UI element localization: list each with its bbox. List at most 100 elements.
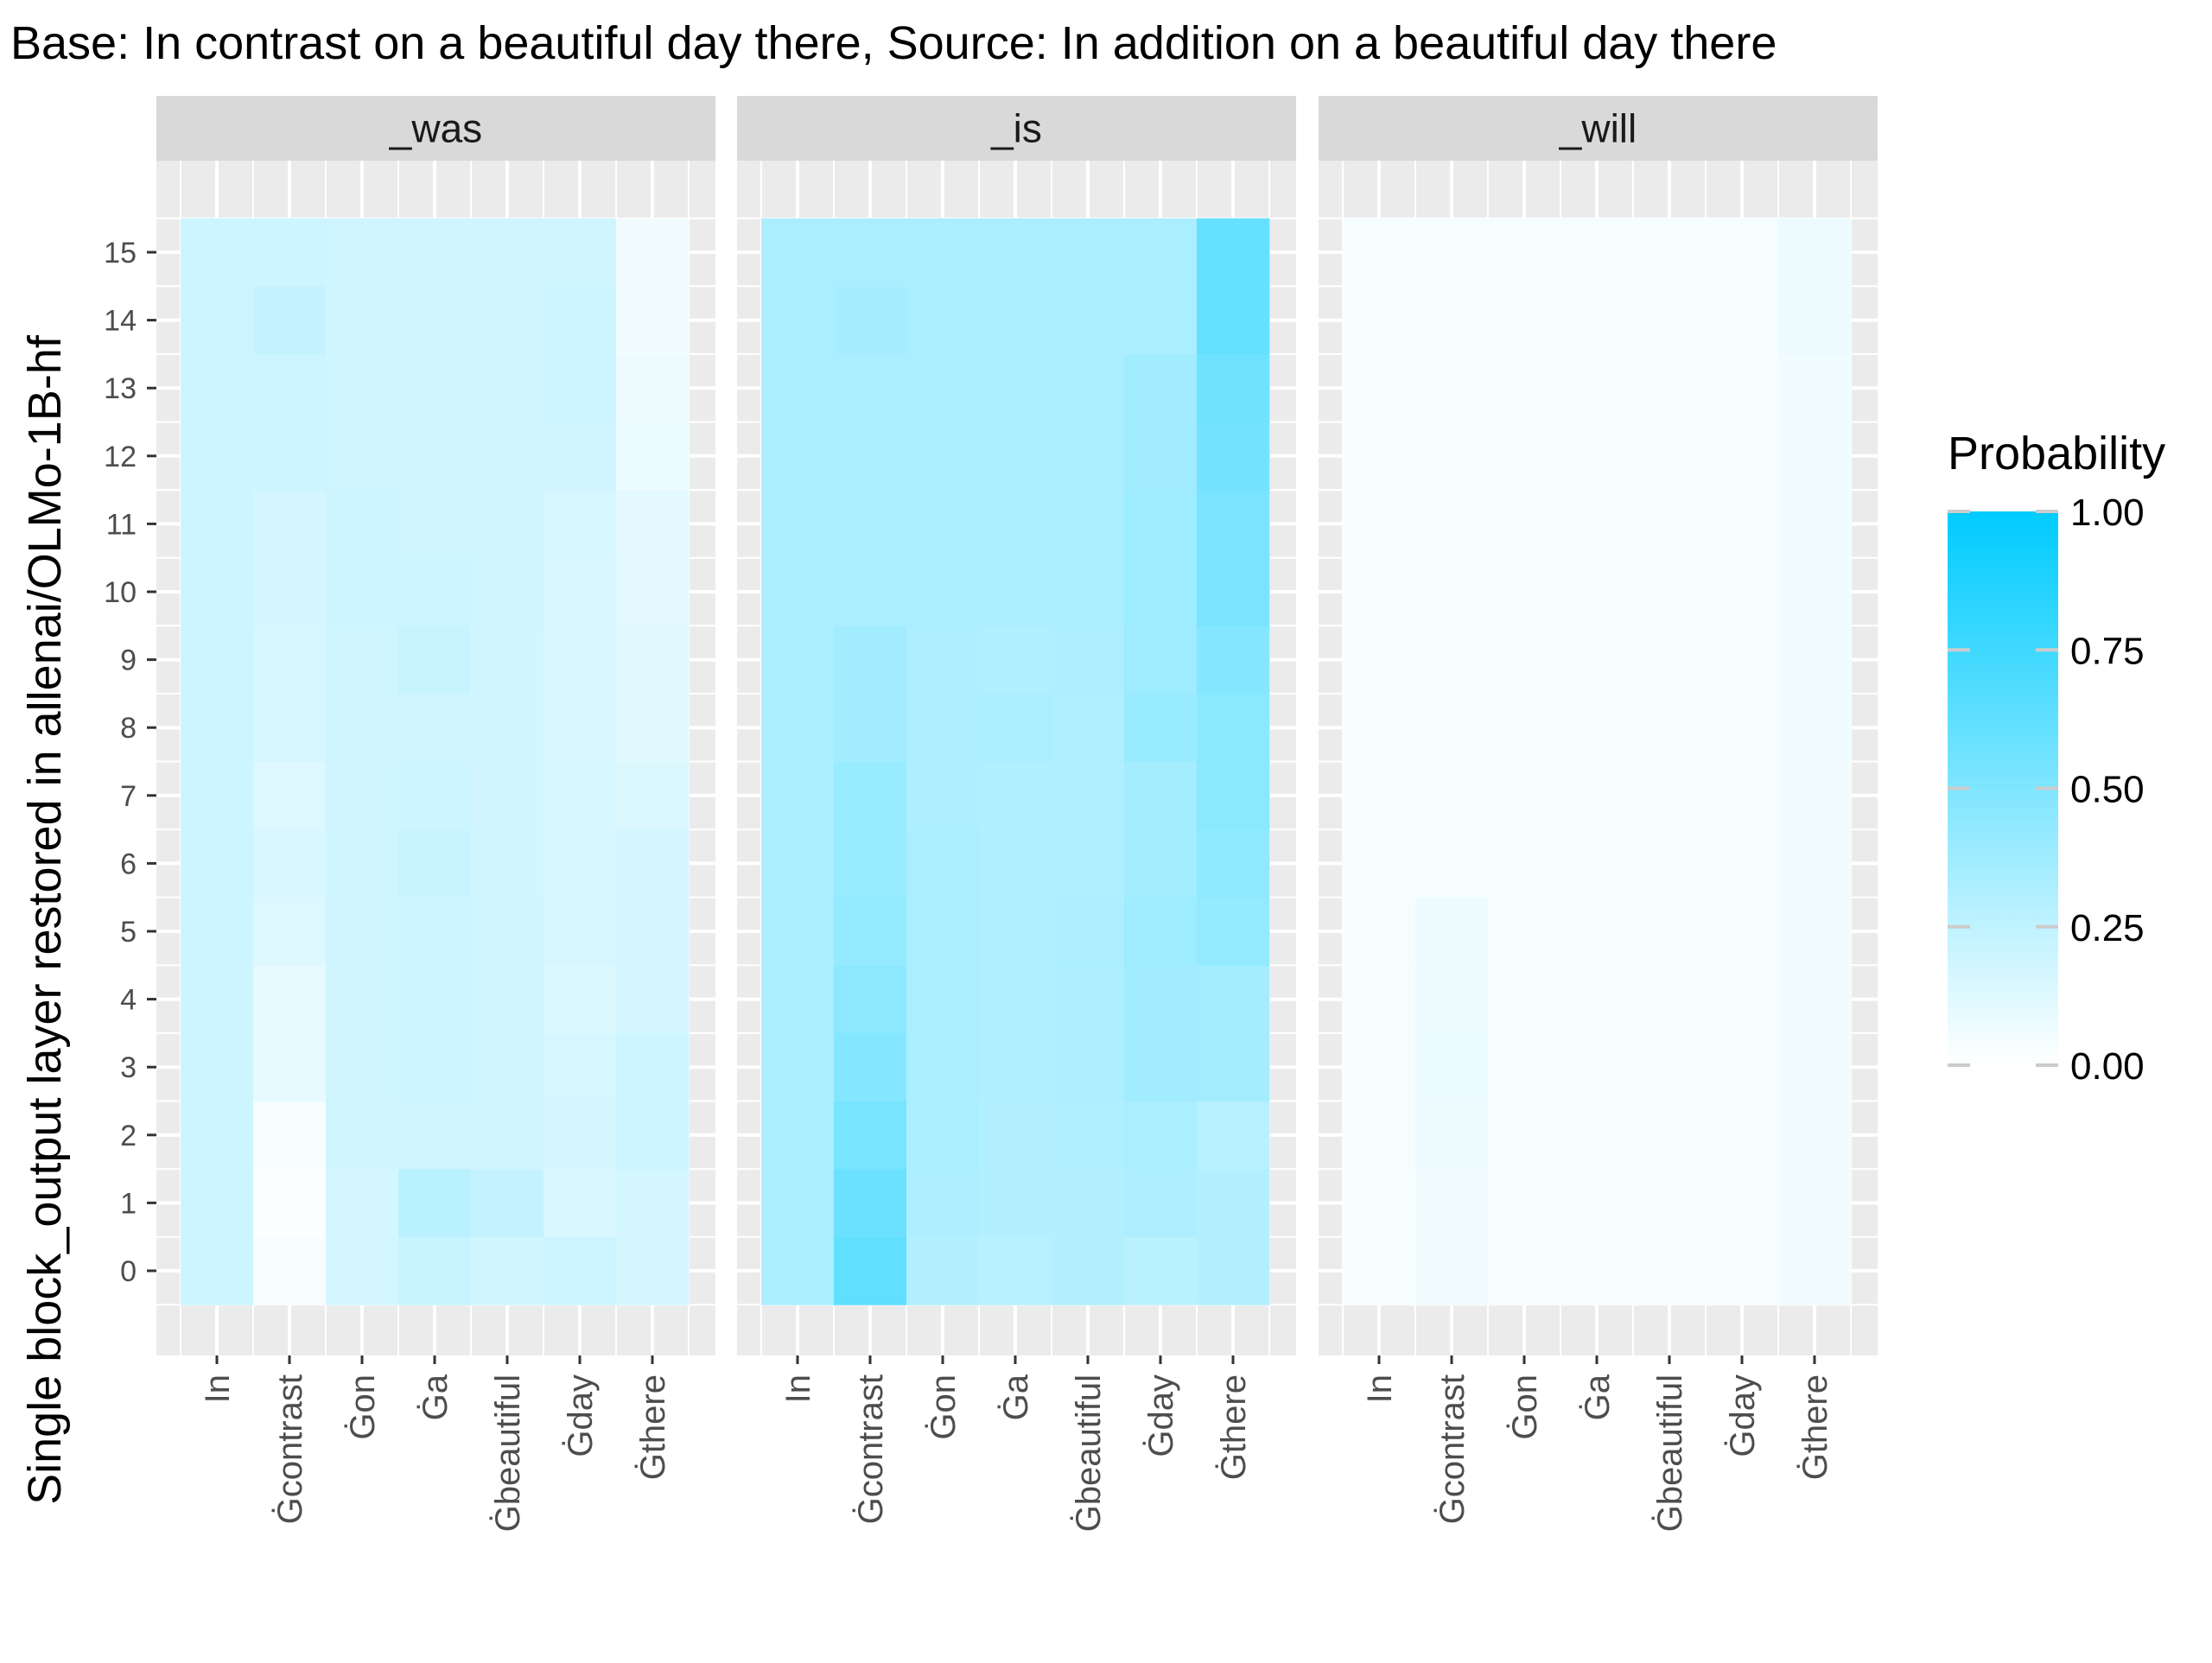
heatmap-cell	[1488, 422, 1561, 491]
heatmap-cell	[761, 218, 835, 287]
heatmap-cell	[471, 625, 544, 695]
heatmap-cell	[906, 1101, 980, 1170]
heatmap-cell	[1343, 1169, 1416, 1238]
heatmap-cell	[543, 557, 617, 626]
heatmap-cell	[979, 490, 1052, 559]
heatmap-cell	[1488, 965, 1561, 1034]
heatmap-cell	[1197, 1101, 1270, 1170]
y-tick-label: 6	[120, 847, 137, 880]
x-tick-label: Ġday	[1141, 1374, 1180, 1457]
facet-strip	[156, 96, 715, 161]
heatmap-cell	[1633, 829, 1707, 898]
heatmap-cell	[1052, 761, 1125, 830]
heatmap-cell	[761, 557, 835, 626]
x-tick-label: Ġon	[1505, 1374, 1544, 1440]
heatmap-cell	[1415, 625, 1489, 695]
heatmap-cell	[471, 490, 544, 559]
heatmap-cell	[1197, 1169, 1270, 1238]
heatmap-cell	[471, 897, 544, 966]
heatmap-cell	[1778, 490, 1852, 559]
heatmap-cell	[616, 761, 690, 830]
heatmap-cell	[979, 218, 1052, 287]
heatmap-cell	[616, 1032, 690, 1101]
heatmap-cell	[979, 693, 1052, 762]
heatmap-cell	[1415, 422, 1489, 491]
x-tick-label: Ġa	[996, 1374, 1035, 1420]
heatmap-cell	[979, 286, 1052, 355]
heatmap-cell	[1778, 286, 1852, 355]
heatmap-cell	[1052, 353, 1125, 422]
heatmap-cell	[616, 218, 690, 287]
heatmap-cell	[1052, 1032, 1125, 1101]
heatmap-cell	[1415, 286, 1489, 355]
heatmap-cell	[1488, 1101, 1561, 1170]
heatmap-cell	[616, 693, 690, 762]
heatmap-cell	[1706, 1101, 1779, 1170]
heatmap-cell	[906, 1169, 980, 1238]
heatmap-cell	[1343, 829, 1416, 898]
heatmap-cell	[543, 761, 617, 830]
heatmap-cell	[1343, 286, 1416, 355]
legend: Probability 0.00 0.25 0.50 0.75 1.00	[1948, 428, 2165, 1088]
heatmap-cell	[1124, 353, 1198, 422]
heatmap-cell	[761, 761, 835, 830]
heatmap-cell	[906, 218, 980, 287]
heatmap-cell	[1415, 353, 1489, 422]
heatmap-cell	[471, 218, 544, 287]
y-tick-label: 5	[120, 916, 137, 949]
heatmap-cell	[1560, 1032, 1634, 1101]
heatmap-cell	[1197, 761, 1270, 830]
heatmap-cell	[1560, 693, 1634, 762]
heatmap-cell	[1488, 557, 1561, 626]
heatmap-cell	[181, 557, 254, 626]
heatmap-cell	[1197, 218, 1270, 287]
heatmap-cell	[181, 1101, 254, 1170]
heatmap-cell	[834, 353, 907, 422]
heatmap-cell	[543, 1236, 617, 1305]
heatmap-cell	[1052, 965, 1125, 1034]
heatmap-cell	[1488, 218, 1561, 287]
heatmap-cell	[326, 286, 399, 355]
heatmap-cell	[543, 1032, 617, 1101]
legend-tick-label: 0.00	[2070, 1045, 2145, 1088]
heatmap-cell	[181, 490, 254, 559]
heatmap-cell	[1633, 1101, 1707, 1170]
heatmap-cell	[1343, 422, 1416, 491]
heatmap-cell	[1633, 557, 1707, 626]
heatmap-cell	[906, 897, 980, 966]
x-tick-label: In	[1361, 1374, 1399, 1403]
heatmap-cell	[1052, 1236, 1125, 1305]
heatmap-cell	[326, 1101, 399, 1170]
heatmap-cell	[1488, 353, 1561, 422]
heatmap-cell	[398, 1101, 472, 1170]
heatmap-cell	[1124, 965, 1198, 1034]
heatmap-cell	[253, 897, 327, 966]
heatmap-cell	[834, 422, 907, 491]
heatmap-cell	[1488, 625, 1561, 695]
heatmap-cell	[761, 693, 835, 762]
heatmap-cell	[398, 353, 472, 422]
heatmap-cell	[1197, 897, 1270, 966]
heatmap-cell	[906, 625, 980, 695]
heatmap-cell	[1706, 557, 1779, 626]
heatmap-cell	[398, 490, 472, 559]
heatmap-cell	[761, 1169, 835, 1238]
heatmap-cell	[253, 829, 327, 898]
y-axis-title: Single block_output layer restored in al…	[19, 334, 71, 1505]
heatmap-cell	[253, 965, 327, 1034]
heatmap-cell	[1633, 1236, 1707, 1305]
heatmap-cell	[326, 897, 399, 966]
heatmap-cell	[398, 1236, 472, 1305]
heatmap-cell	[906, 965, 980, 1034]
heatmap-cell	[1560, 897, 1634, 966]
heatmap-cell	[398, 557, 472, 626]
heatmap-cell	[834, 557, 907, 626]
heatmap-cell	[761, 422, 835, 491]
heatmap-cell	[761, 1101, 835, 1170]
heatmap-cell	[1706, 693, 1779, 762]
heatmap-cell	[761, 286, 835, 355]
heatmap-cell	[1124, 829, 1198, 898]
heatmap-cell	[1778, 693, 1852, 762]
heatmap-cell	[1124, 422, 1198, 491]
